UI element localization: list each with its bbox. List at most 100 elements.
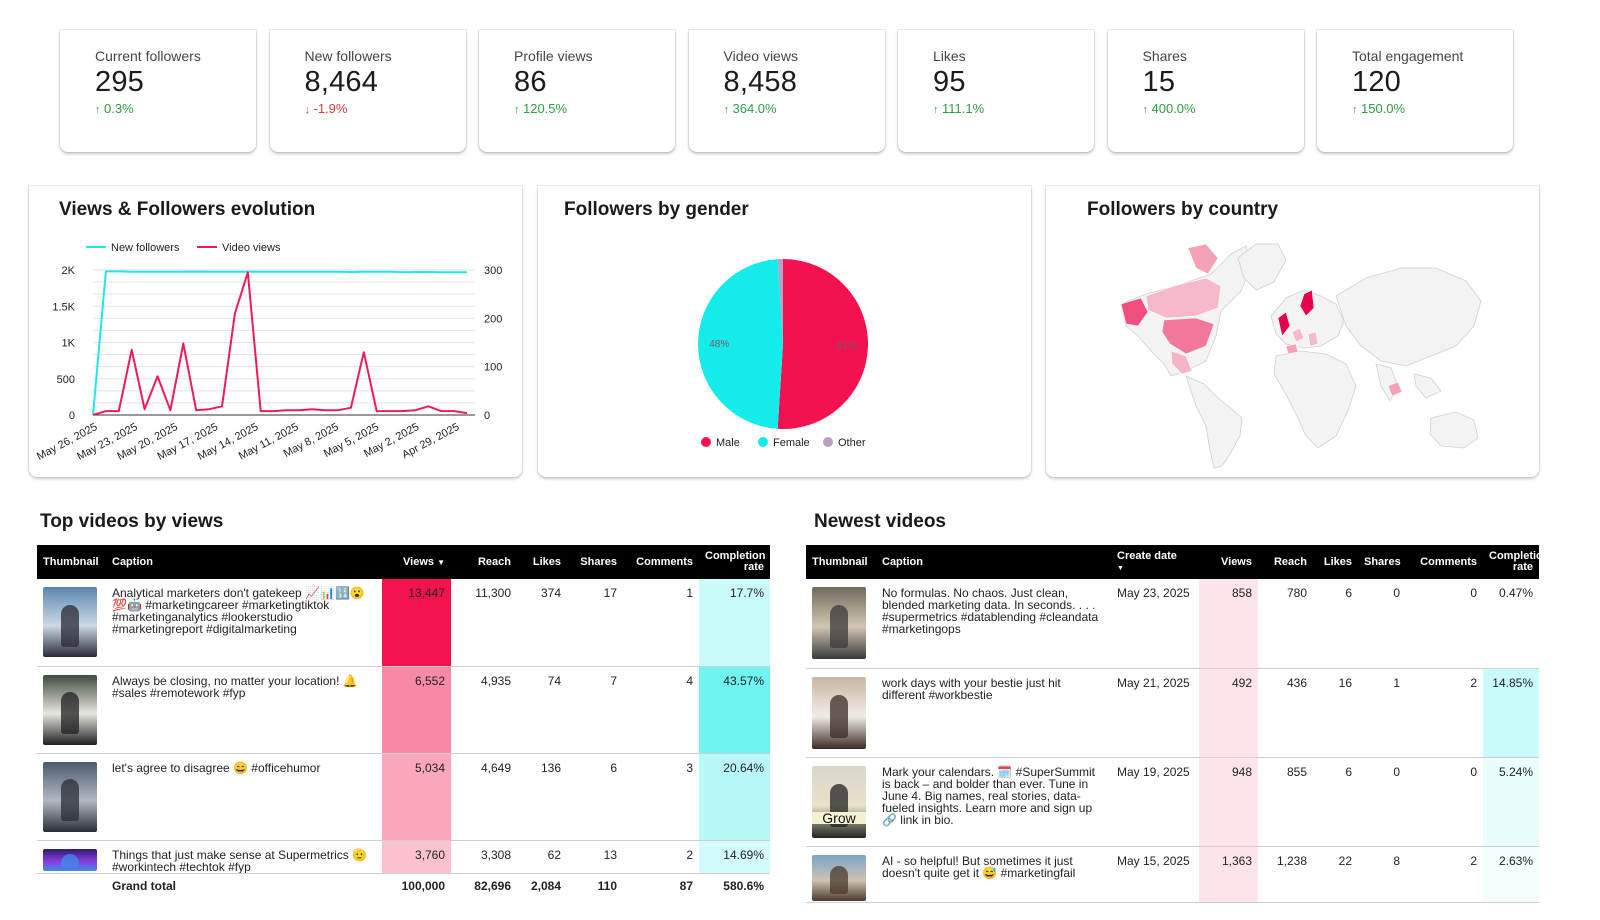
legend-swatch-female: [758, 437, 768, 447]
pie-slice-female: [697, 259, 783, 429]
col-comments[interactable]: Comments: [623, 545, 699, 579]
comments-cell: 2: [1406, 668, 1483, 758]
completion-cell: 20.64%: [699, 753, 770, 841]
shares-cell: 1: [1358, 668, 1406, 758]
col-caption[interactable]: Caption: [106, 545, 382, 579]
shares-cell: 17: [567, 579, 623, 667]
kpi-delta-value: 150.0%: [1361, 101, 1406, 116]
top-videos-table: Thumbnail Caption Views ▼ Reach Likes Sh…: [37, 545, 770, 899]
col-thumbnail[interactable]: Thumbnail: [806, 545, 876, 579]
y-right-tick-label: 200: [484, 313, 502, 325]
legend-label-male: Male: [716, 437, 740, 449]
total-likes: 2,084: [530, 878, 561, 893]
y-right-tick-label: 300: [484, 265, 502, 277]
table-row[interactable]: Grow Mark your calendars. 🗓️ #SuperSummit…: [806, 757, 1539, 847]
video-thumbnail[interactable]: [43, 761, 97, 832]
col-comments[interactable]: Comments: [1406, 545, 1483, 579]
kpi-value: 15: [1142, 66, 1176, 98]
likes-cell: 6: [1313, 757, 1358, 847]
y-left-tick-label: 0: [69, 410, 75, 422]
col-caption[interactable]: Caption: [876, 545, 1111, 579]
video-thumbnail[interactable]: [43, 674, 97, 745]
thumbnail-cell: [806, 579, 876, 669]
table-row[interactable]: work days with your bestie just hit diff…: [806, 668, 1539, 758]
video-thumbnail[interactable]: [43, 848, 97, 871]
newest-videos-header-row: Thumbnail Caption Create date ▼ Views Rea…: [806, 545, 1550, 579]
table-row[interactable]: No formulas. No chaos. Just clean, blend…: [806, 579, 1539, 669]
kpi-label: Current followers: [95, 48, 201, 64]
col-likes[interactable]: Likes: [517, 545, 567, 579]
views-cell: 948: [1199, 757, 1258, 847]
kpi-delta-value: 0.3%: [104, 101, 134, 116]
create-date-cell: May 21, 2025: [1111, 668, 1199, 758]
table-row[interactable]: let's agree to disagree 😄 #officehumor 5,…: [37, 753, 770, 841]
y-left-tick-label: 500: [57, 374, 75, 386]
thumbnail-cell: [806, 668, 876, 758]
kpi-label: Total engagement: [1352, 48, 1464, 64]
col-thumbnail[interactable]: Thumbnail: [37, 545, 106, 579]
col-completion[interactable]: Completion rate: [699, 545, 770, 579]
table-row[interactable]: Things that just make sense at Supermetr…: [37, 840, 770, 874]
evolution-panel: Views & Followers evolution New follower…: [29, 186, 522, 477]
shares-cell: 7: [567, 666, 623, 754]
col-likes[interactable]: Likes: [1313, 545, 1358, 579]
col-shares[interactable]: Shares: [567, 545, 623, 579]
series-line-video-views: [92, 271, 468, 416]
kpi-row: Current followers 295 ↑ 0.3% New followers 8,…: [60, 30, 1540, 152]
col-views[interactable]: Views: [1199, 545, 1258, 579]
kpi-delta: ↑ 111.1%: [933, 101, 1094, 116]
total-completion: 580.6%: [723, 878, 764, 893]
pie-slice-label: 51%: [837, 341, 857, 352]
likes-cell: 136: [517, 753, 567, 841]
thumbnail-cell: [37, 753, 106, 841]
completion-cell: 17.7%: [699, 579, 770, 667]
legend-followers-label: New followers: [111, 242, 180, 254]
views-cell: 3,760: [382, 840, 451, 874]
video-thumbnail[interactable]: [812, 676, 866, 749]
kpi-value: 86: [514, 66, 547, 98]
col-views[interactable]: Views ▼: [382, 545, 451, 579]
legend-swatch-male: [701, 437, 711, 447]
video-thumbnail[interactable]: [812, 587, 866, 659]
kpi-delta-value: 364.0%: [732, 101, 777, 116]
kpi-card: Profile views 86 ↑ 120.5%: [479, 30, 675, 152]
y-right-tick-label: 100: [484, 362, 502, 374]
reach-cell: 1,238: [1258, 846, 1313, 903]
table-row[interactable]: AI - so helpful! But sometimes it just d…: [806, 846, 1539, 903]
thumbnail-figure: [61, 854, 79, 868]
kpi-label: Shares: [1142, 48, 1187, 64]
video-thumbnail[interactable]: [812, 854, 866, 901]
col-create-date-label: Create date: [1117, 549, 1177, 562]
shares-cell: 6: [567, 753, 623, 841]
video-thumbnail[interactable]: Grow: [812, 765, 866, 838]
thumbnail-figure: [61, 779, 79, 821]
total-spacer: [37, 873, 106, 899]
video-thumbnail[interactable]: [43, 587, 97, 657]
completion-cell: 2.63%: [1483, 846, 1539, 903]
col-reach[interactable]: Reach: [451, 545, 517, 579]
kpi-card: Total engagement 120 ↑ 150.0%: [1317, 30, 1513, 152]
pie-slice-label: 48%: [709, 339, 729, 350]
col-create-date[interactable]: Create date ▼: [1111, 545, 1199, 579]
reach-cell: 855: [1258, 757, 1313, 847]
caption-cell: Analytical marketers don't gatekeep 📈📊🔢😮…: [106, 579, 382, 667]
table-row[interactable]: Analytical marketers don't gatekeep 📈📊🔢😮…: [37, 579, 770, 667]
total-reach: 82,696: [474, 878, 511, 893]
arrow-up-icon: ↑: [1142, 104, 1149, 116]
col-shares[interactable]: Shares: [1358, 545, 1406, 579]
sort-desc-icon: ▼: [1117, 564, 1124, 572]
caption-cell: Things that just make sense at Supermetr…: [106, 840, 382, 874]
reach-cell: 4,935: [451, 666, 517, 754]
table-row[interactable]: Always be closing, no matter your locati…: [37, 666, 770, 754]
caption-cell: No formulas. No chaos. Just clean, blend…: [876, 579, 1111, 669]
world-map[interactable]: [1046, 186, 1539, 477]
create-date-cell: May 15, 2025: [1111, 846, 1199, 903]
kpi-delta-value: 111.1%: [942, 101, 985, 116]
arrow-down-icon: ↓: [304, 104, 311, 116]
shares-cell: 0: [1358, 757, 1406, 847]
arrow-up-icon: ↑: [933, 104, 939, 116]
views-cell: 858: [1199, 579, 1258, 669]
col-reach[interactable]: Reach: [1258, 545, 1313, 579]
completion-cell: 14.69%: [699, 840, 770, 874]
col-completion[interactable]: Completion rate: [1483, 545, 1550, 579]
